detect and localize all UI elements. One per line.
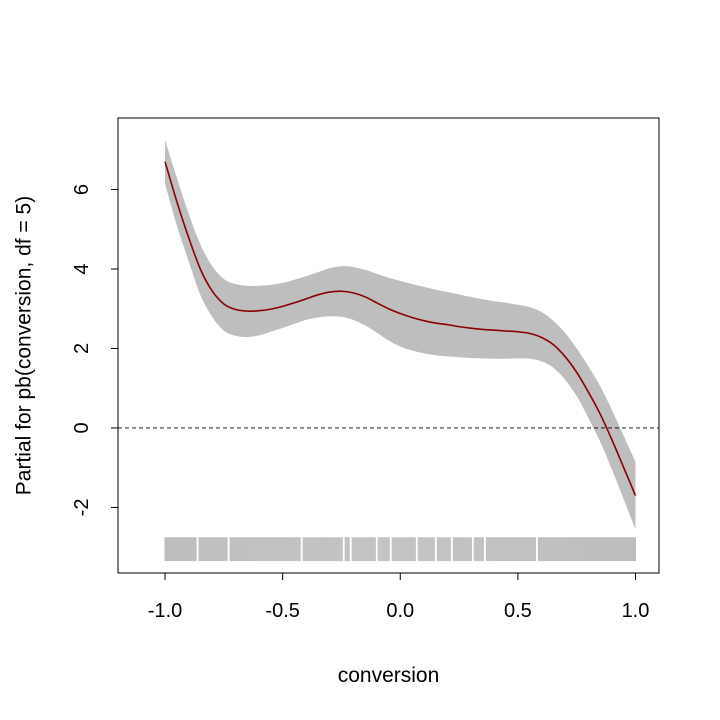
x-tick-label: -1.0: [148, 600, 182, 622]
x-axis-title: conversion: [338, 664, 440, 687]
fit-line-group: [164, 161, 637, 496]
fit-line: [164, 161, 637, 496]
y-tick-label: 2: [71, 343, 93, 354]
x-tick-label: 0.0: [386, 600, 414, 622]
y-tick-label: 0: [71, 422, 93, 433]
y-tick-label: -2: [71, 499, 93, 517]
plot-frame: [117, 117, 660, 574]
y-tick-label: 4: [71, 263, 93, 274]
rug-marks: [164, 537, 637, 562]
y-tick-label: 6: [71, 184, 93, 195]
x-tick-label: 1.0: [622, 600, 650, 622]
x-tick-label: 0.5: [504, 600, 532, 622]
confidence-band-group: [165, 139, 636, 530]
confidence-band: [165, 139, 636, 530]
y-axis-title: Partial for pb(conversion, df = 5): [13, 196, 36, 495]
x-tick-label: -0.5: [265, 600, 299, 622]
